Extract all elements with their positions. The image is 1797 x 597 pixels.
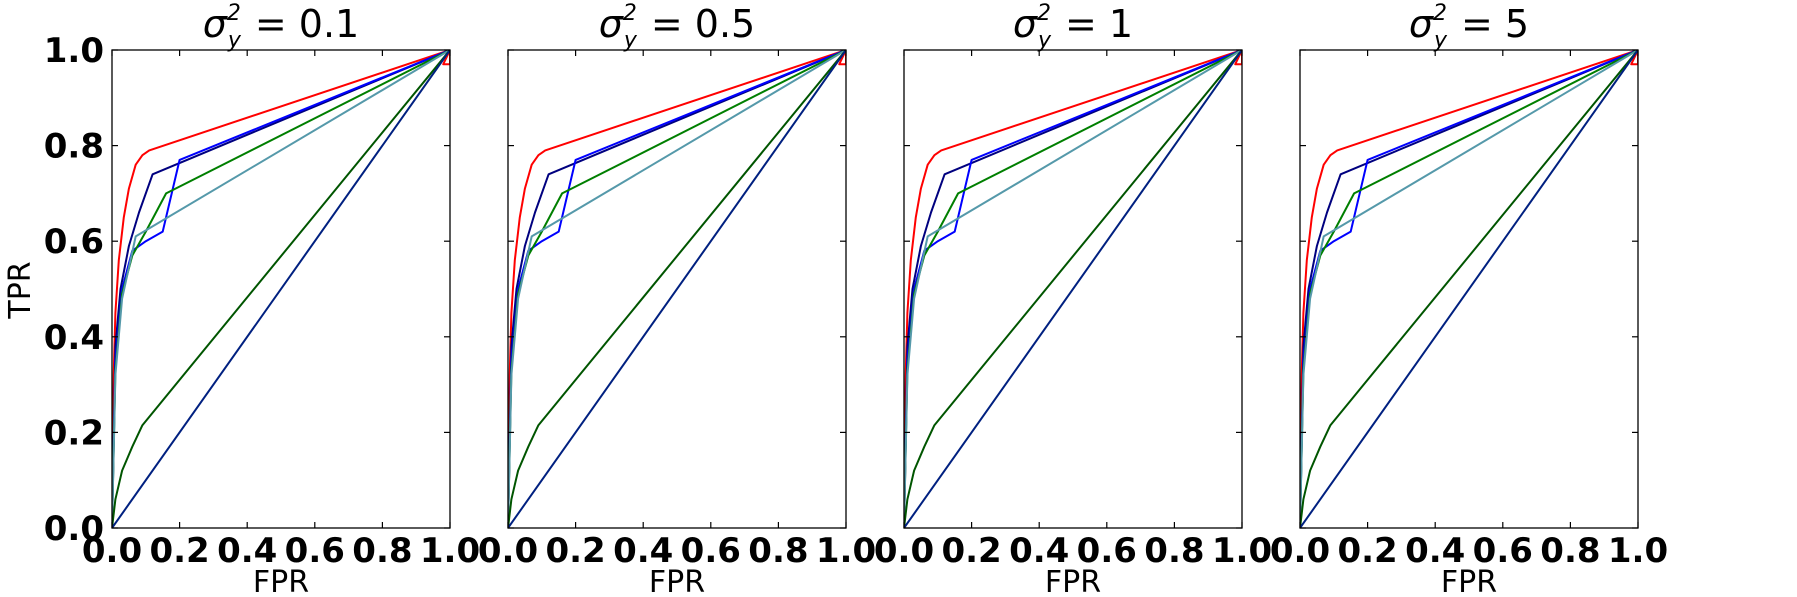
axes-frame [111,49,451,529]
title-value: = 0.1 [255,2,359,46]
x-tick-label: 0.0 [1270,531,1330,571]
x-tick-label: 0.4 [1405,531,1465,571]
x-tick-label: 0.4 [613,531,673,571]
y-tick-label: 0.0 [44,509,104,549]
series-line-2 [1300,50,1638,528]
panel-title: σ2 y = 0.5 [599,1,755,53]
x-tick-label: 1.0 [420,531,480,571]
series-line-5 [904,50,1242,528]
series-line-1 [508,50,846,528]
series-line-1 [904,50,1242,528]
y-tick-label: 0.2 [44,413,104,453]
x-tick-label: 0.8 [352,531,412,571]
axes-frame [903,49,1243,529]
series-line-6 [508,50,846,528]
x-tick-label: 0.2 [941,531,1001,571]
x-axis-label: FPR [1045,565,1101,597]
y-tick-label: 1.0 [44,31,104,71]
title-value: = 5 [1461,2,1529,46]
x-axis-label: FPR [1441,565,1497,597]
y-tick-label: 0.4 [44,318,104,358]
x-tick-label: 0.6 [285,531,345,571]
x-tick-label: 0.2 [545,531,605,571]
panel-title: σ2 y = 0.1 [203,1,359,53]
series-line-6 [112,50,450,528]
series-line-5 [1300,50,1638,528]
series-group [112,50,450,528]
sigma-symbol: σ [1013,2,1039,46]
x-tick-label: 0.4 [217,531,277,571]
title-value: = 0.5 [651,2,755,46]
title-subscript: y [623,28,638,53]
x-tick-label: 1.0 [1212,531,1272,571]
x-tick-label: 0.2 [1337,531,1397,571]
series-line-2 [112,50,450,528]
series-line-7 [112,50,450,528]
x-tick-label: 0.6 [1077,531,1137,571]
x-axis-label: FPR [253,565,309,597]
series-line-2 [508,50,846,528]
title-superscript: 2 [623,1,637,26]
title-superscript: 2 [1037,1,1051,26]
series-line-1 [112,50,450,528]
panel-title: σ2 y = 1 [1013,1,1133,53]
x-tick-label: 0.2 [149,531,209,571]
roc-panel-1: σ2 y = 0.10.0 0.2 0.4 0.6 0.8 1.00.00.20.40.60.… [44,1,480,597]
axes-frame [1299,49,1639,529]
roc-panel-3: σ2 y = 1 0.0 0.2 0.4 0.6 0.8 1.0 FPR [874,1,1272,597]
x-tick-label: 1.0 [1608,531,1668,571]
x-tick-label: 0.0 [478,531,538,571]
y-tick-label: 0.8 [44,127,104,167]
x-tick-label: 0.8 [1144,531,1204,571]
series-line-2 [904,50,1242,528]
series-line-7 [904,50,1242,528]
series-line-1 [1300,50,1638,528]
panels-group: σ2 y = 0.10.0 0.2 0.4 0.6 0.8 1.00.00.20.40.60.… [44,1,1668,597]
panel-title: σ2 y = 5 [1409,1,1529,53]
series-line-5 [508,50,846,528]
sigma-symbol: σ [599,2,625,46]
series-line-6 [1300,50,1638,528]
x-tick-label: 0.0 [874,531,934,571]
roc-panel-4: σ2 y = 5 0.0 0.2 0.4 0.6 0.8 1.0 FPR [1270,1,1668,597]
series-group [904,50,1242,528]
series-line-6 [904,50,1242,528]
series-line-7 [508,50,846,528]
x-tick-label: 0.0 [82,531,142,571]
x-tick-label: 0.6 [681,531,741,571]
x-axis-label: FPR [649,565,705,597]
x-tick-label: 0.4 [1009,531,1069,571]
title-subscript: y [1037,28,1052,53]
x-tick-label: 0.8 [748,531,808,571]
series-group [1300,50,1638,528]
axes-frame [507,49,847,529]
x-tick-label: 0.6 [1473,531,1533,571]
title-subscript: y [1433,28,1448,53]
series-line-5 [112,50,450,528]
title-value: = 1 [1065,2,1133,46]
sigma-symbol: σ [203,2,229,46]
x-tick-label: 1.0 [816,531,876,571]
roc-panel-2: σ2 y = 0.5 0.0 0.2 0.4 0.6 0.8 1.0 FPR [478,1,876,597]
y-axis-label: TPR [3,261,38,319]
sigma-symbol: σ [1409,2,1435,46]
title-superscript: 2 [1433,1,1447,26]
title-superscript: 2 [227,1,241,26]
title-subscript: y [227,28,242,53]
y-tick-label: 0.6 [44,222,104,262]
series-line-7 [1300,50,1638,528]
x-tick-label: 0.8 [1540,531,1600,571]
series-group [508,50,846,528]
